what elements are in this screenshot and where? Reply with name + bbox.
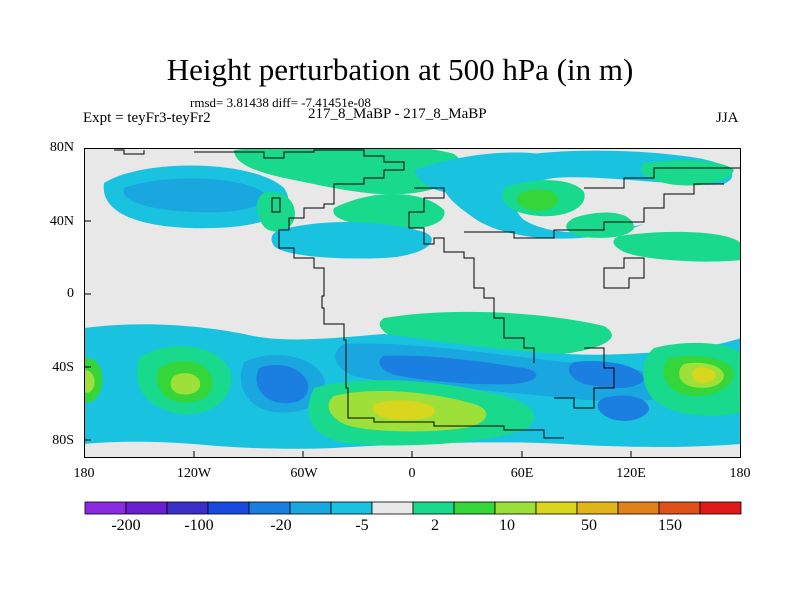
colorbar-label: 150 xyxy=(658,517,682,534)
chart-title: Height perturbation at 500 hPa (in m) xyxy=(166,52,634,87)
colorbar-swatch xyxy=(289,501,332,515)
colorbar-label: -100 xyxy=(184,517,214,534)
colorbar-label: 50 xyxy=(581,517,597,534)
coastline xyxy=(464,183,724,239)
y-tick-40s: 40S xyxy=(52,360,74,375)
contour-region xyxy=(640,160,734,186)
season-label: JJA xyxy=(716,110,739,126)
x-tick-120e: 120E xyxy=(616,466,646,481)
colorbar-label: 10 xyxy=(499,517,515,534)
coastline xyxy=(554,347,615,409)
coastline xyxy=(584,167,741,189)
colorbar-label: -200 xyxy=(111,517,141,534)
colorbar-swatch xyxy=(453,501,496,515)
contour-region xyxy=(517,189,559,211)
colorbar-swatch xyxy=(576,501,619,515)
contour-region xyxy=(613,231,741,262)
colorbar-swatch xyxy=(166,501,209,515)
x-tick-0: 0 xyxy=(408,466,416,481)
colorbar xyxy=(84,501,742,515)
colorbar-swatch xyxy=(371,501,414,515)
colorbar-swatch xyxy=(494,501,537,515)
coastlines xyxy=(114,149,741,439)
center-label: 217_8_MaBP - 217_8_MaBP xyxy=(308,106,487,122)
y-tick-40n: 40N xyxy=(49,214,74,229)
colorbar-label: -20 xyxy=(270,517,292,534)
map-plot xyxy=(84,148,741,458)
colorbar-swatch xyxy=(412,501,455,515)
colorbar-swatch xyxy=(617,501,660,515)
contour-region xyxy=(372,400,435,420)
contour-region xyxy=(597,395,649,421)
tick-marks xyxy=(84,148,632,458)
coastline xyxy=(603,257,645,289)
x-tick-180e: 180 xyxy=(729,466,751,481)
colorbar-label: -5 xyxy=(355,517,369,534)
colorbar-swatch xyxy=(248,501,291,515)
colorbar-swatch xyxy=(207,501,250,515)
x-tick-60w: 60W xyxy=(290,466,318,481)
x-tick-180w: 180 xyxy=(73,466,95,481)
contour-fields xyxy=(84,148,741,449)
experiment-label: Expt = teyFr3-teyFr2 xyxy=(83,110,211,126)
x-tick-60e: 60E xyxy=(510,466,534,481)
contour-region xyxy=(379,355,537,385)
contour-region xyxy=(271,221,432,259)
colorbar-swatch xyxy=(125,501,168,515)
colorbar-swatch xyxy=(535,501,578,515)
coastline xyxy=(408,187,535,363)
coastline xyxy=(114,149,145,155)
coastline xyxy=(194,149,564,439)
contour-region xyxy=(568,361,644,388)
y-tick-80s: 80S xyxy=(52,433,74,448)
contour-region xyxy=(333,193,445,230)
contour-region xyxy=(84,370,95,393)
contour-region xyxy=(566,212,634,238)
contour-region xyxy=(170,373,201,395)
contour-region xyxy=(234,148,462,195)
y-tick-0: 0 xyxy=(67,286,74,301)
colorbar-label: 2 xyxy=(431,517,439,534)
stats-text: rmsd= 3.81438 diff= -7.41451e-08 xyxy=(190,95,371,110)
colorbar-swatch xyxy=(84,501,127,515)
contour-region xyxy=(256,364,309,404)
y-tick-80n: 80N xyxy=(49,140,74,155)
coastline xyxy=(271,197,281,213)
colorbar-swatch xyxy=(699,501,742,515)
contour-region xyxy=(123,178,265,213)
colorbar-swatch xyxy=(330,501,373,515)
colorbar-swatch xyxy=(658,501,701,515)
contour-region xyxy=(692,367,716,383)
x-tick-120w: 120W xyxy=(176,466,212,481)
